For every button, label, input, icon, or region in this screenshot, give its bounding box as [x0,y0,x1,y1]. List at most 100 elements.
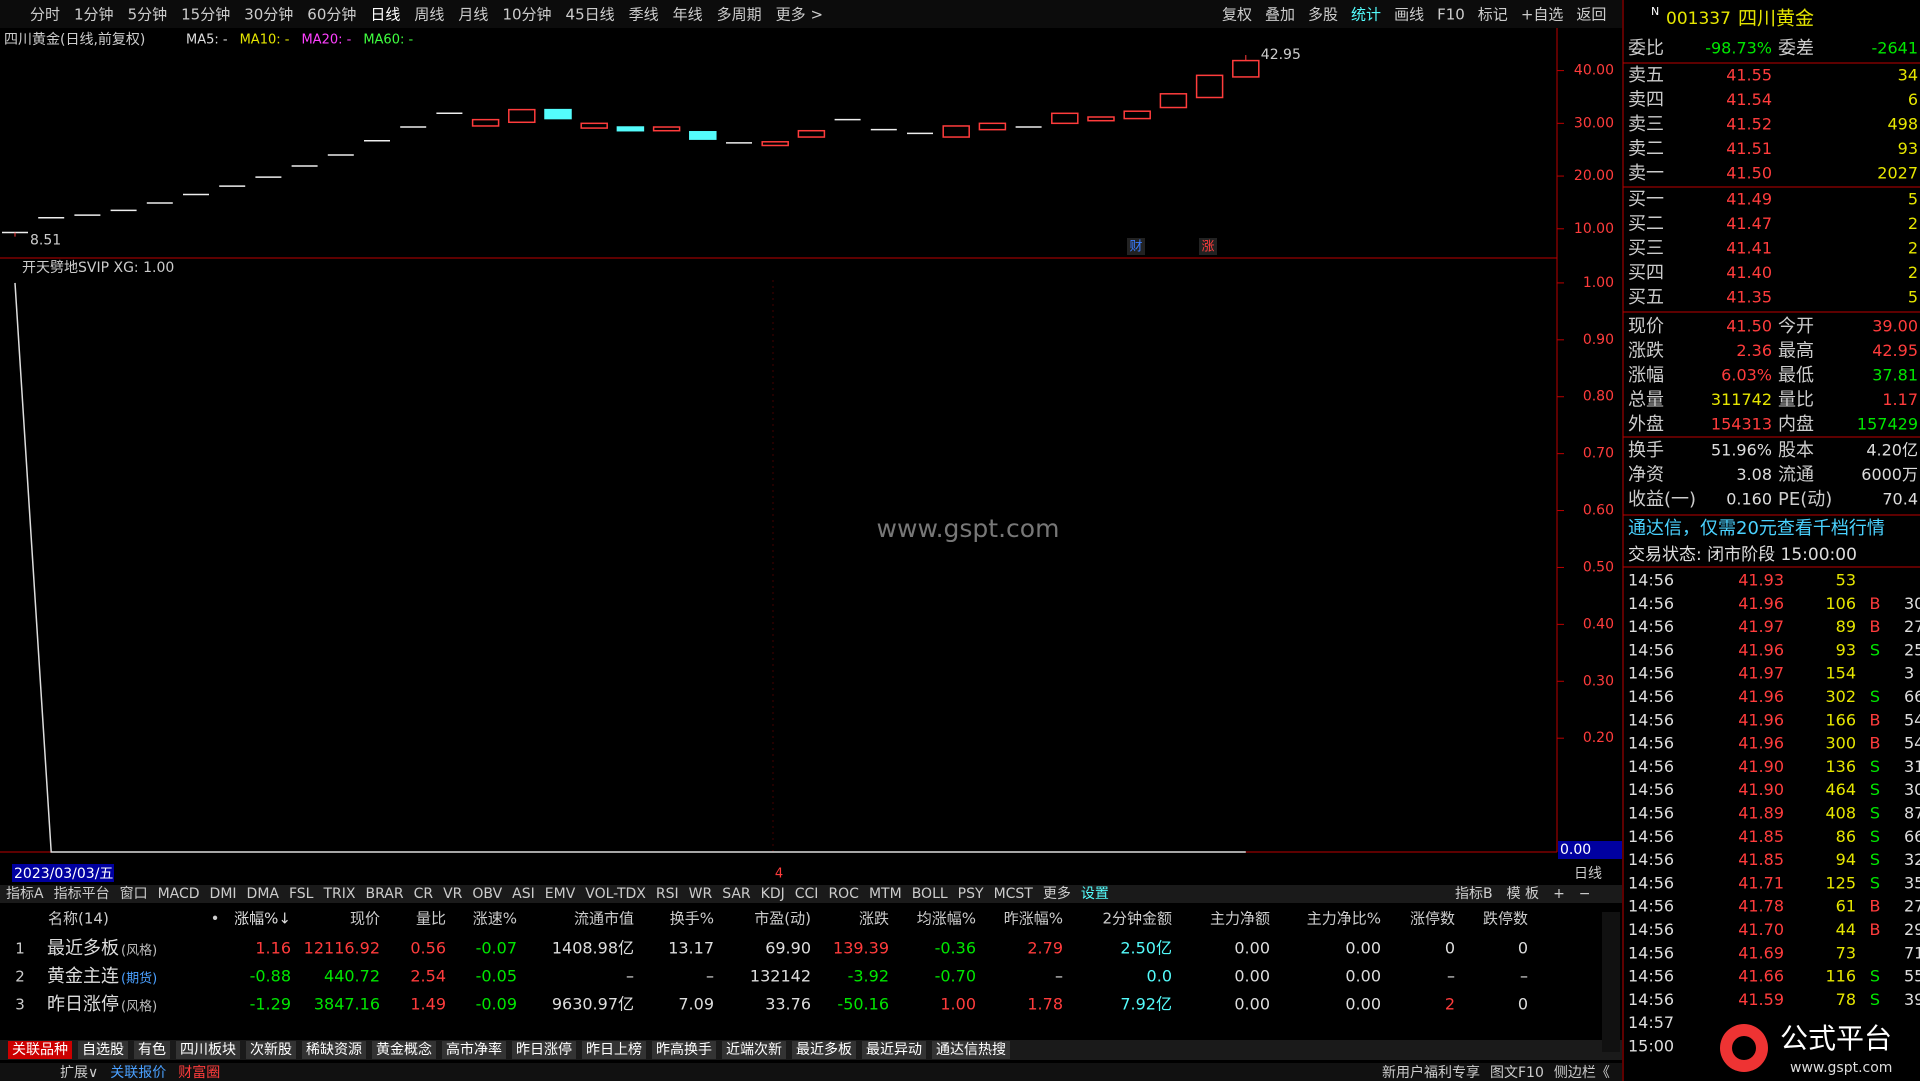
table-header[interactable]: • [211,910,220,928]
indicator-tab[interactable]: VR [443,886,463,902]
bottom-tab[interactable]: 昨高换手 [656,1041,712,1058]
indicator-tab[interactable]: ASI [512,886,535,902]
indicator-tab[interactable]: DMA [247,886,280,902]
period-tab[interactable]: 分时 [30,6,60,24]
period-tab[interactable]: 30分钟 [244,6,293,24]
period-tab[interactable]: 年线 [673,6,703,24]
tab-bg[interactable] [792,1041,856,1059]
table-header[interactable]: 均涨幅% [917,910,976,928]
table-header[interactable]: 跌停数 [1483,910,1528,928]
table-header[interactable]: 涨跌 [859,910,889,928]
indicator-tab[interactable]: PSY [958,886,984,902]
indicator-tab[interactable]: 设置 [1081,886,1109,902]
tool-button[interactable]: 多股 [1308,6,1338,24]
bottom-tab[interactable]: 最近异动 [866,1042,922,1058]
tab-bg[interactable] [862,1041,926,1059]
indicator-tab[interactable]: 指标A [6,886,44,902]
status-item[interactable]: 关联报价 [110,1065,166,1081]
indicator-tab[interactable]: MACD [158,886,200,902]
bottom-tab[interactable]: 通达信热搜 [936,1042,1006,1058]
indicator-tab[interactable]: DMI [210,886,237,902]
period-tab[interactable]: 5分钟 [128,6,168,24]
bottom-tab[interactable]: 次新股 [250,1042,292,1058]
bottom-tab[interactable]: 有色 [138,1041,166,1058]
indicator-tab[interactable]: CR [414,886,434,902]
tab-bg[interactable] [78,1041,128,1059]
tab-bg[interactable] [176,1041,240,1059]
indicator-tab[interactable]: FSL [289,886,314,902]
event-marker-bg[interactable] [1199,238,1217,255]
tab-bg[interactable] [652,1041,716,1059]
indicator-tab[interactable]: RSI [656,886,679,902]
tab-bg[interactable] [134,1041,170,1059]
status-item[interactable]: 侧边栏《 [1554,1065,1610,1081]
period-tab[interactable]: 月线 [458,6,488,24]
indicator-tab[interactable]: VOL-TDX [585,886,646,902]
tool-button[interactable]: 叠加 [1265,6,1295,24]
tab-bg[interactable] [722,1041,786,1059]
bottom-tab[interactable]: 高市净率 [446,1041,502,1058]
indicator-tab[interactable]: EMV [545,886,576,902]
table-header[interactable]: 涨停数 [1410,910,1455,928]
tool-button[interactable]: 复权 [1222,6,1252,24]
table-header[interactable]: 主力净比% [1307,910,1381,928]
event-marker[interactable]: 财 [1129,240,1142,255]
table-header[interactable]: 流通市值 [574,910,634,928]
indicator-tab[interactable]: MCST [994,886,1034,902]
indicator-tab[interactable]: BOLL [912,886,948,902]
tab-bg[interactable] [442,1041,506,1059]
tab-bg[interactable] [932,1041,1010,1059]
bottom-tab[interactable]: 四川板块 [180,1042,236,1058]
table-header[interactable]: 换手% [670,910,714,928]
tab-bg[interactable] [372,1041,436,1059]
tool-button[interactable]: F10 [1437,6,1465,24]
indicator-tab[interactable]: OBV [472,886,502,902]
period-tab[interactable]: 10分钟 [502,6,551,24]
table-header[interactable]: 量比 [416,910,446,928]
bottom-tab[interactable]: 稀缺资源 [306,1042,362,1058]
indicator-tab[interactable]: 窗口 [120,885,148,902]
table-header[interactable]: 昨涨幅% [1004,910,1063,928]
bottom-tab[interactable]: 昨日涨停 [516,1041,572,1058]
period-tab[interactable]: 季线 [629,6,659,24]
status-item[interactable]: 扩展∨ [60,1065,98,1081]
indicator-tab[interactable]: CCI [795,886,819,902]
period-tab[interactable]: 1分钟 [74,6,114,24]
tool-button[interactable]: 统计 [1351,6,1381,24]
bottom-tab[interactable]: 近端次新 [726,1042,782,1058]
tab-bg[interactable] [582,1041,646,1059]
period-tab[interactable]: 45日线 [566,6,615,24]
table-header[interactable]: 2分钟金额 [1102,910,1172,928]
indicator-tab[interactable]: 模 板 [1507,886,1539,902]
tab-bg[interactable] [246,1041,296,1059]
table-header[interactable]: 涨幅%↓ [234,910,291,928]
tool-button[interactable]: 画线 [1394,6,1424,24]
period-tab[interactable]: 日线 [370,6,400,24]
indicator-tab[interactable]: + [1553,886,1565,902]
tool-button[interactable]: 标记 [1478,6,1508,24]
period-tab[interactable]: 60分钟 [307,6,356,24]
bottom-tab[interactable]: 昨日上榜 [586,1041,642,1058]
indicator-tab[interactable]: 指标平台 [54,886,110,902]
status-item[interactable]: 图文F10 [1490,1065,1544,1081]
status-item[interactable]: 新用户福利专享 [1382,1064,1480,1081]
indicator-tab[interactable]: SAR [722,886,751,902]
indicator-tab[interactable]: BRAR [365,886,403,902]
tool-button[interactable]: 返回 [1576,6,1606,24]
bottom-tab[interactable]: 关联品种 [12,1042,68,1058]
event-marker[interactable]: 涨 [1201,240,1214,255]
indicator-tab[interactable]: 指标B [1455,886,1493,902]
indicator-tab[interactable]: 更多 [1043,885,1071,902]
scrollbar[interactable] [1602,912,1620,1052]
indicator-tab[interactable]: KDJ [761,886,785,902]
tab-bg[interactable] [8,1041,72,1059]
table-header[interactable]: 市盈(动) [754,910,811,928]
period-tab[interactable]: 多周期 [717,6,762,24]
status-item[interactable]: 财富圈 [178,1064,220,1081]
bottom-tab[interactable]: 黄金概念 [376,1041,432,1058]
promo-banner[interactable]: 通达信，仅需20元查看千档行情 [1628,518,1885,539]
table-header[interactable]: 现价 [350,910,380,928]
bottom-tab[interactable]: 自选股 [82,1042,124,1058]
indicator-tab[interactable]: TRIX [322,886,355,902]
indicator-tab[interactable]: − [1579,886,1591,902]
